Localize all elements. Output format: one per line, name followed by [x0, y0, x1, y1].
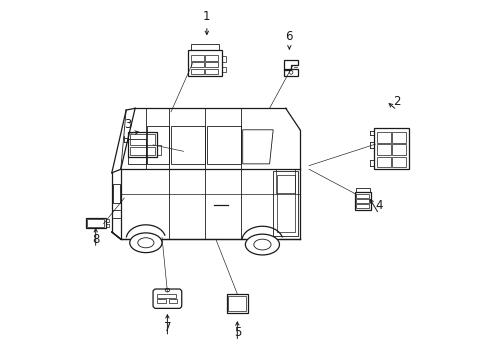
Text: 7: 7	[163, 321, 171, 334]
Text: 4: 4	[374, 199, 382, 212]
Text: 5: 5	[233, 326, 241, 339]
Text: 1: 1	[203, 10, 210, 23]
Text: 2: 2	[392, 95, 400, 108]
Text: 6: 6	[285, 30, 292, 43]
Text: 3: 3	[124, 118, 131, 131]
Text: 8: 8	[92, 233, 99, 246]
Ellipse shape	[129, 233, 162, 253]
Ellipse shape	[245, 234, 279, 255]
